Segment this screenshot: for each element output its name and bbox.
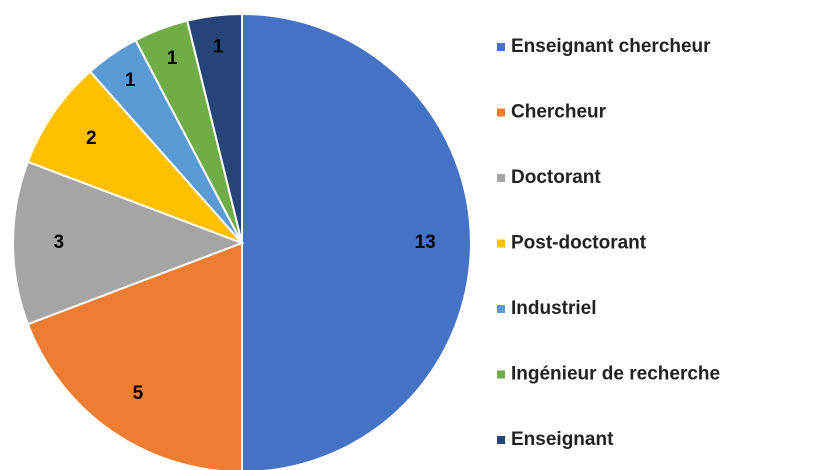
legend-swatch (497, 370, 505, 379)
data-label: 1 (167, 48, 178, 69)
legend-swatch (497, 108, 505, 117)
data-label: 5 (133, 383, 144, 404)
legend-swatch (497, 305, 505, 313)
legend-label: Enseignant (511, 429, 614, 450)
data-label: 13 (415, 232, 436, 253)
data-label: 1 (213, 37, 224, 58)
legend-label: Post-doctorant (511, 233, 647, 254)
data-label: 3 (54, 232, 65, 253)
pie-slice (185, 12, 243, 244)
legend-label: Doctorant (511, 167, 601, 188)
data-label: 1 (125, 70, 136, 91)
legend-label: Industriel (511, 298, 597, 319)
legend-swatch (497, 43, 505, 51)
legend-swatch (497, 436, 505, 444)
pie-slice (26, 241, 243, 470)
legend-label: Chercheur (511, 102, 607, 123)
data-label: 2 (86, 128, 97, 149)
pie-slice (12, 160, 245, 326)
legend-label: Ingénieur de recherche (511, 364, 720, 385)
pie-slice (241, 12, 472, 470)
legend-label: Enseignant chercheur (511, 36, 711, 57)
legend-swatch (497, 174, 505, 182)
pie-slice (26, 70, 243, 244)
legend-swatch (497, 239, 505, 248)
